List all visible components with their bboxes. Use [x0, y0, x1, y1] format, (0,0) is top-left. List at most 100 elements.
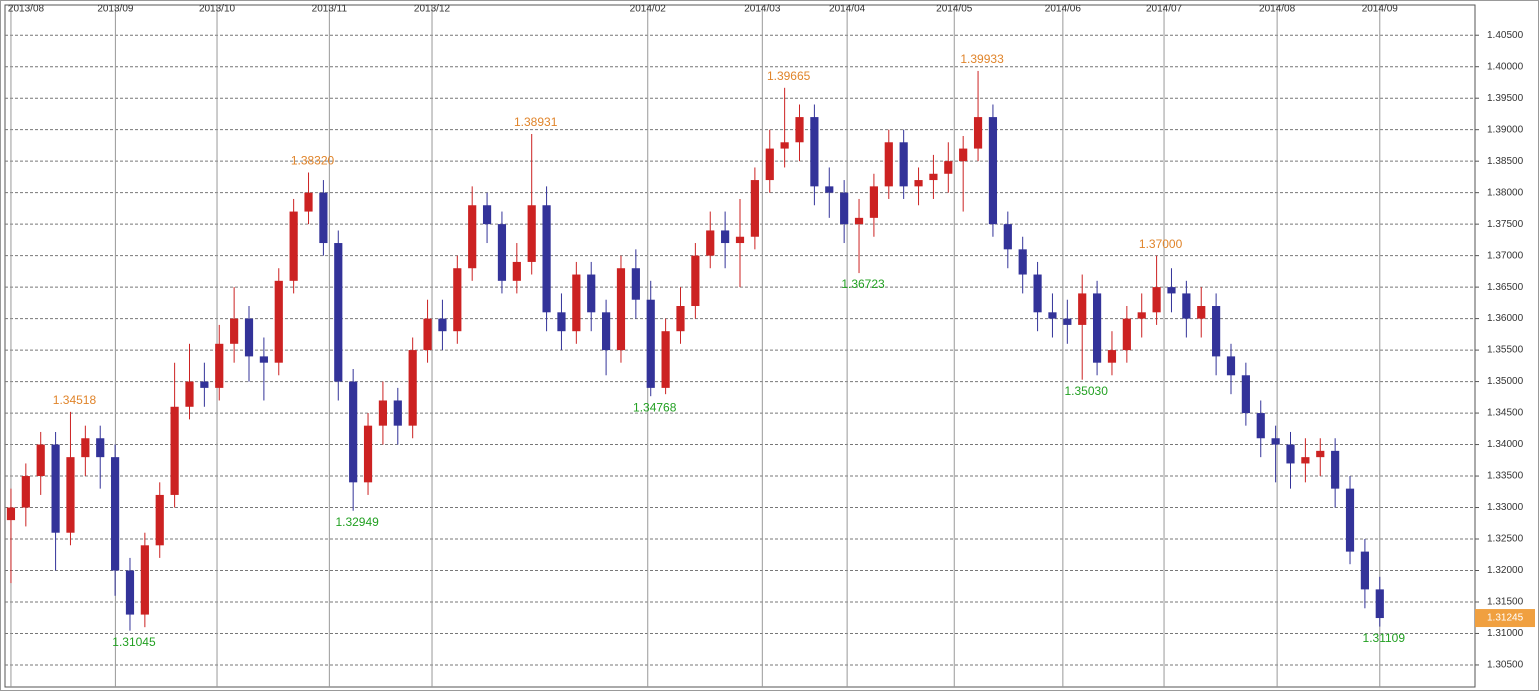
y-tick-label: 1.30500	[1487, 660, 1524, 671]
y-tick-label: 1.31500	[1487, 597, 1524, 608]
candle-body	[691, 255, 700, 307]
y-tick-label: 1.38000	[1487, 187, 1524, 198]
y-tick-label: 1.39500	[1487, 93, 1524, 104]
candle-body	[230, 318, 239, 344]
candle-body	[453, 268, 462, 332]
y-tick-label: 1.32500	[1487, 534, 1524, 545]
candle-body	[735, 236, 745, 244]
y-tick-label: 1.36000	[1487, 313, 1524, 324]
candle-body	[1107, 350, 1117, 363]
candle-body	[468, 205, 477, 269]
candle-body	[973, 117, 983, 149]
extreme-label: 1.37000	[1139, 237, 1183, 251]
candle-body	[274, 280, 283, 363]
candle-body	[1092, 293, 1102, 363]
candle-body	[51, 444, 60, 533]
extreme-label: 1.34518	[53, 393, 97, 407]
candle-body	[527, 205, 536, 262]
candle-body	[1152, 287, 1161, 313]
candle-body	[334, 243, 343, 382]
y-tick-label: 1.34000	[1487, 439, 1524, 450]
candle-body	[244, 318, 254, 357]
extreme-label: 1.38931	[514, 115, 558, 129]
candle-body	[482, 205, 492, 225]
candle-body	[899, 142, 908, 187]
candle-body	[1048, 312, 1057, 319]
y-tick-label: 1.34500	[1487, 408, 1524, 419]
candle-body	[542, 205, 551, 313]
candle-body	[200, 381, 209, 388]
candle-body	[111, 457, 120, 571]
candle-body	[1137, 312, 1146, 319]
extreme-label: 1.35030	[1065, 384, 1109, 398]
candle-body	[185, 381, 194, 407]
candle-body	[1003, 224, 1012, 250]
candle-body	[646, 299, 655, 388]
y-tick-label: 1.33000	[1487, 502, 1524, 513]
x-tick-label: 2014/06	[1045, 4, 1082, 15]
candle-body	[378, 400, 388, 426]
candle-body	[602, 312, 611, 351]
candle-body	[914, 180, 923, 187]
extreme-label: 1.39665	[767, 69, 811, 83]
candle-body	[1212, 306, 1221, 357]
candle-body	[349, 381, 358, 483]
extreme-label: 1.31109	[1363, 631, 1406, 645]
candle-body	[36, 444, 45, 477]
x-tick-label: 2013/11	[312, 4, 348, 15]
candle-body	[810, 117, 819, 187]
candle-body	[721, 230, 730, 244]
y-tick-label: 1.36500	[1487, 282, 1524, 293]
candle-body	[706, 230, 715, 256]
candle-body	[929, 173, 938, 181]
x-tick-label: 2014/07	[1146, 4, 1183, 15]
candle-body	[1375, 589, 1384, 619]
candle-body	[81, 438, 90, 458]
candle-body	[1286, 444, 1295, 464]
candle-body	[840, 192, 849, 225]
candle-body	[616, 268, 626, 351]
extreme-label: 1.34768	[633, 400, 677, 414]
candle-body	[765, 148, 774, 181]
y-tick-label: 1.40000	[1487, 61, 1524, 72]
x-tick-label: 2014/03	[744, 4, 781, 15]
y-tick-label: 1.32000	[1487, 565, 1524, 576]
y-tick-label: 1.35500	[1487, 345, 1524, 356]
candle-body	[1197, 306, 1206, 319]
candle-body	[319, 192, 328, 244]
candle-body	[959, 148, 968, 162]
y-tick-label: 1.40500	[1487, 30, 1524, 41]
candle-body	[304, 192, 313, 212]
x-tick-label: 2013/09	[97, 4, 134, 15]
candle-body	[96, 438, 105, 458]
candle-body	[6, 507, 16, 521]
candle-body	[155, 494, 164, 546]
candle-body	[1033, 274, 1042, 313]
extreme-label: 1.38320	[291, 154, 335, 168]
y-tick-label: 1.33500	[1487, 471, 1524, 482]
last-price-label: 1.31245	[1487, 613, 1524, 624]
candle-body	[1078, 293, 1087, 325]
plot-area	[4, 4, 1476, 688]
candle-body	[497, 224, 507, 281]
candle-body	[750, 180, 759, 237]
candle-body	[215, 343, 224, 388]
x-tick-label: 2014/02	[630, 4, 667, 15]
last-price-box	[1475, 609, 1535, 628]
candle-body	[795, 117, 804, 143]
x-tick-label: 2014/05	[936, 4, 973, 15]
candle-body	[557, 312, 566, 332]
x-tick-label: 2014/09	[1362, 4, 1399, 15]
x-tick-label: 2013/08	[8, 4, 45, 15]
extreme-label: 1.32949	[335, 515, 379, 529]
y-tick-label: 1.35000	[1487, 376, 1524, 387]
candle-body	[587, 274, 596, 313]
candle-body	[676, 306, 685, 332]
candle-body	[631, 268, 640, 300]
candle-body	[140, 545, 149, 615]
candle-body	[289, 211, 298, 281]
candle-body	[408, 350, 417, 426]
y-tick-label: 1.39000	[1487, 124, 1524, 135]
candle-body	[1167, 287, 1176, 294]
